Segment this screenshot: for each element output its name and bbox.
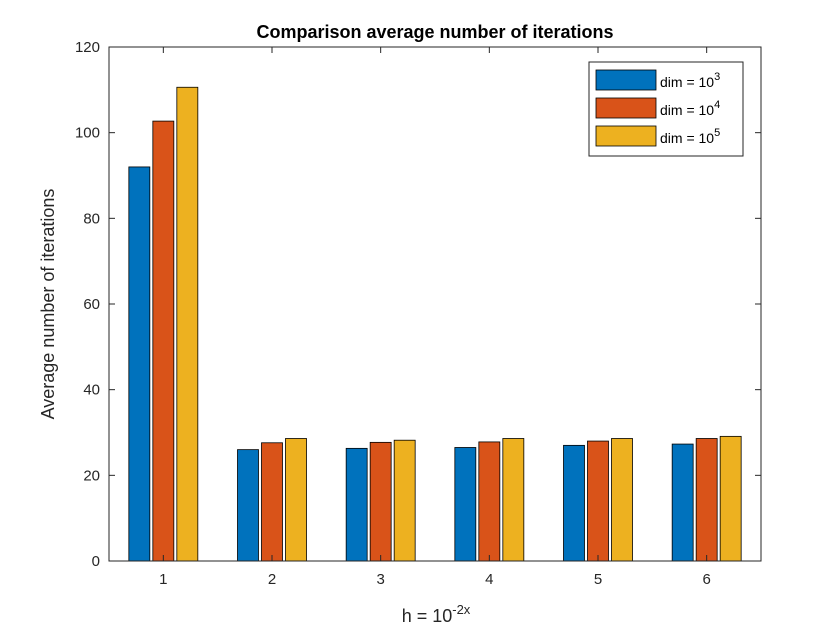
y-tick-label: 40: [83, 382, 100, 399]
legend-swatch: [595, 69, 657, 91]
bar-series-1-cat-1: [128, 166, 151, 562]
y-tick-label: 100: [75, 125, 100, 142]
legend-label: dim = 104: [660, 99, 720, 118]
x-tick-label: 3: [376, 571, 384, 588]
x-tick-label: 2: [268, 571, 276, 588]
bar-series-3-cat-5: [611, 438, 633, 562]
legend-label-exponent: 5: [714, 127, 720, 139]
legend-label: dim = 103: [660, 71, 720, 90]
y-tick-label: 120: [75, 39, 100, 56]
legend-label-base: dim = 10: [660, 102, 714, 118]
bar-series-2-cat-5: [587, 440, 609, 562]
y-tick-label: 0: [92, 553, 100, 570]
x-tick-label: 6: [702, 571, 710, 588]
bars-group: [128, 86, 742, 562]
y-tick-label: 80: [83, 210, 100, 227]
bar-series-2-cat-4: [478, 441, 501, 562]
chart-title: Comparison average number of iterations: [256, 22, 613, 42]
bar-series-3-cat-3: [393, 439, 416, 562]
legend-swatch: [595, 97, 657, 119]
bar-series-2-cat-2: [261, 442, 283, 562]
bar-series-3-cat-2: [285, 438, 307, 562]
y-tick-label: 60: [83, 296, 100, 313]
x-axis-label-exponent: -2x: [452, 602, 471, 617]
x-tick-label: 5: [594, 571, 602, 588]
x-tick-label: 4: [485, 571, 493, 588]
x-axis-label-base: h = 10: [402, 606, 453, 626]
bar-series-1-cat-4: [454, 447, 477, 562]
legend-label-base: dim = 10: [660, 130, 714, 146]
legend-label-base: dim = 10: [660, 74, 714, 90]
bar-series-1-cat-6: [671, 443, 694, 562]
x-tick-label: 1: [159, 571, 167, 588]
bar-series-2-cat-6: [695, 438, 718, 562]
bar-series-3-cat-4: [502, 438, 525, 562]
bar-series-3-cat-6: [719, 435, 742, 562]
bar-series-3-cat-1: [176, 86, 199, 562]
y-axis-label: Average number of iterations: [38, 189, 58, 420]
legend-label-exponent: 4: [714, 99, 720, 111]
bar-series-1-cat-3: [345, 447, 368, 562]
plot-border: [108, 46, 762, 562]
legend-label: dim = 105: [660, 127, 720, 146]
bar-series-2-cat-1: [152, 120, 175, 562]
bar-series-1-cat-5: [563, 444, 585, 562]
legend-label-exponent: 3: [714, 71, 720, 83]
x-axis-label: h = 10-2x: [402, 602, 471, 626]
legend-swatch: [595, 125, 657, 147]
bar-series-1-cat-2: [237, 449, 259, 562]
y-tick-label: 20: [83, 467, 100, 484]
bar-series-2-cat-3: [369, 441, 392, 562]
